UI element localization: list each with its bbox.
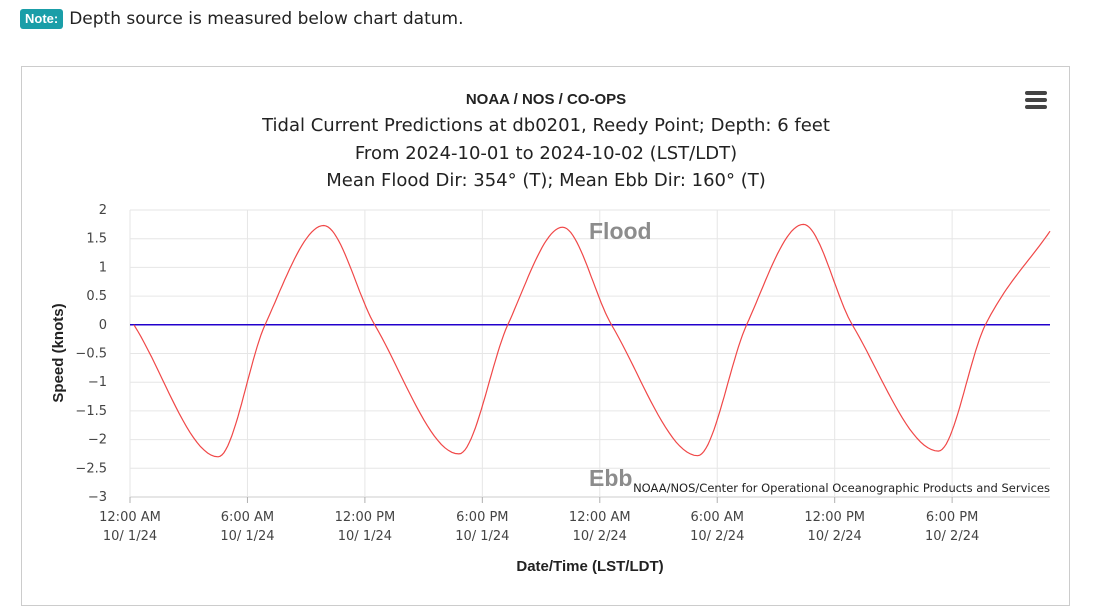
y-axis-title: Speed (knots) xyxy=(50,303,67,402)
x-tick-date-label: 10/ 1/24 xyxy=(103,529,157,544)
x-tick-time-label: 6:00 AM xyxy=(221,510,274,525)
note-text: Depth source is measured below chart dat… xyxy=(69,9,464,29)
flood-annotation: Flood xyxy=(589,218,652,244)
y-tick-label: −1 xyxy=(88,375,107,390)
note-row: Note: Depth source is measured below cha… xyxy=(20,9,463,29)
y-tick-label: −3 xyxy=(88,490,107,505)
x-tick-date-label: 10/ 1/24 xyxy=(220,529,274,544)
grid-layer xyxy=(129,209,1050,498)
x-tick-time-label: 6:00 PM xyxy=(456,510,508,525)
y-tick-label: −0.5 xyxy=(75,347,107,362)
x-tick-time-label: 12:00 AM xyxy=(569,510,631,525)
y-tick-label: 2 xyxy=(99,203,107,218)
y-tick-label: 0.5 xyxy=(86,289,107,304)
x-tick-time-label: 12:00 PM xyxy=(804,510,865,525)
x-tick-time-label: 6:00 PM xyxy=(926,510,978,525)
x-tick-date-label: 10/ 2/24 xyxy=(573,529,627,544)
y-tick-label: −2 xyxy=(88,433,107,448)
y-axis-ticks: 2 1.5 1 0.5 0 −0.5 −1 −1.5 −2 −2.5 −3 xyxy=(75,203,107,505)
chart-subtitle-line-1: Tidal Current Predictions at db0201, Ree… xyxy=(261,115,830,136)
chart-credit: NOAA/NOS/Center for Operational Oceanogr… xyxy=(633,481,1050,495)
chart-subtitle-line-2: From 2024-10-01 to 2024-10-02 (LST/LDT) xyxy=(355,143,737,164)
x-tick-date-label: 10/ 1/24 xyxy=(338,529,392,544)
x-tick-date-label: 10/ 1/24 xyxy=(455,529,509,544)
y-tick-label: 0 xyxy=(99,318,107,333)
y-tick-label: 1.5 xyxy=(86,232,107,247)
hamburger-menu-icon[interactable] xyxy=(1025,91,1047,109)
y-tick-label: −2.5 xyxy=(75,461,107,476)
series-line-speed xyxy=(133,223,1051,458)
x-tick-date-label: 10/ 2/24 xyxy=(925,529,979,544)
x-tick-time-label: 12:00 PM xyxy=(335,510,396,525)
x-tick-date-label: 10/ 2/24 xyxy=(808,529,862,544)
ebb-annotation: Ebb xyxy=(589,465,632,491)
y-tick-label: −1.5 xyxy=(75,404,107,419)
x-axis-title: Date/Time (LST/LDT) xyxy=(516,558,663,575)
y-tick-label: 1 xyxy=(99,260,107,275)
note-badge: Note: xyxy=(20,9,64,29)
chart-subtitle-line-3: Mean Flood Dir: 354° (T); Mean Ebb Dir: … xyxy=(326,170,766,191)
x-axis-ticks: 12:00 AM 10/ 1/24 6:00 AM 10/ 1/24 12:00 PM 1… xyxy=(99,497,979,544)
x-tick-time-label: 12:00 AM xyxy=(99,510,161,525)
x-tick-time-label: 6:00 AM xyxy=(691,510,744,525)
chart-title: NOAA / NOS / CO-OPS xyxy=(466,91,626,108)
x-tick-date-label: 10/ 2/24 xyxy=(690,529,744,544)
